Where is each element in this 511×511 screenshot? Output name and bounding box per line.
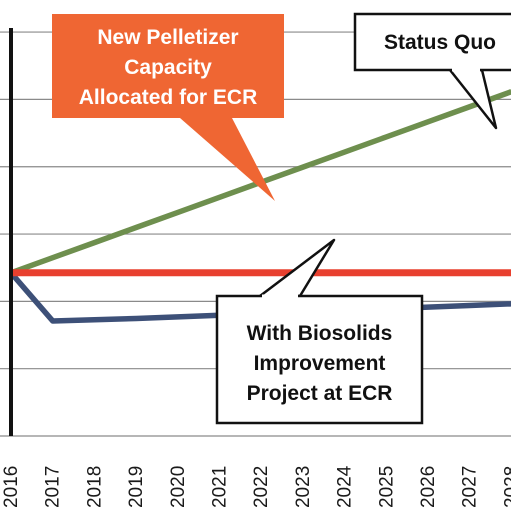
callout-text-line: Allocated for ECR — [79, 86, 258, 109]
callout-status-quo: Status Quo — [353, 12, 511, 130]
callout-text-line: Capacity — [124, 56, 212, 79]
callout-text-line: Project at ECR — [247, 382, 393, 405]
x-tick-label: 2018 — [84, 466, 105, 508]
callouts: New Pelletizer Capacity Allocated for ECR S… — [52, 12, 511, 425]
callout-box — [52, 14, 284, 118]
x-tick-label: 2021 — [210, 466, 231, 508]
callout-box — [353, 12, 511, 72]
callout-biosolids-project: With Biosolids Improvement Project at ECR — [215, 238, 424, 425]
x-tick-label: 2022 — [251, 466, 272, 508]
callout-text-line: Status Quo — [384, 31, 496, 54]
x-tick-label: 2028 — [501, 466, 511, 508]
x-tick-label: 2016 — [1, 466, 22, 508]
x-tick-label: 2026 — [418, 466, 439, 508]
x-axis-tick-labels: 2016 2017 2018 2019 2020 2021 2022 2023 2024 2025… — [1, 465, 511, 508]
callout-text-line: With Biosolids — [247, 322, 393, 345]
callout-text-line: New Pelletizer — [97, 26, 238, 49]
callout-new-pelletizer: New Pelletizer Capacity Allocated for ECR — [52, 14, 284, 201]
x-tick-label: 2023 — [293, 466, 314, 508]
x-tick-label: 2027 — [460, 466, 481, 508]
x-tick-label: 2020 — [168, 466, 189, 508]
x-tick-label: 2024 — [335, 465, 356, 508]
x-tick-label: 2019 — [126, 466, 147, 508]
callout-pointer — [258, 238, 336, 298]
x-tick-label: 2025 — [376, 466, 397, 508]
callout-pointer — [180, 118, 275, 201]
x-tick-label: 2017 — [43, 466, 64, 508]
series-lines — [8, 89, 511, 324]
callout-text-line: Improvement — [254, 352, 386, 375]
callout-box — [215, 294, 424, 425]
